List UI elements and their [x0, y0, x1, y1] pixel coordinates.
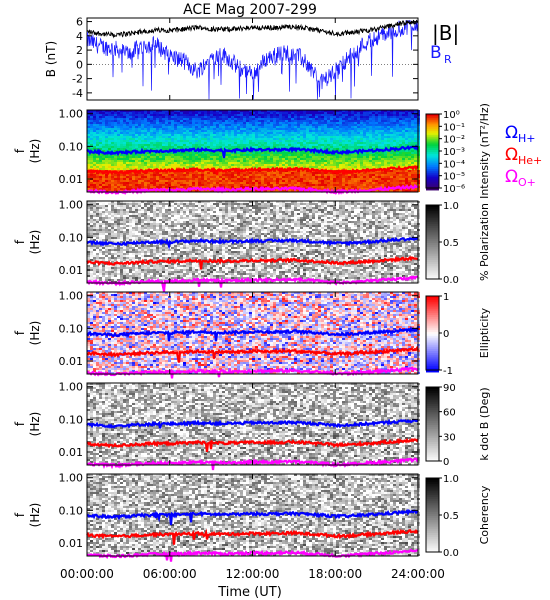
colorbar-label: Intensity (nT²/Hz) [478, 103, 491, 199]
y-tick-label: 0.10 [59, 322, 84, 335]
y-tick-label: 1.00 [59, 472, 84, 485]
chart-title: ACE Mag 2007-299 [183, 2, 317, 18]
colorbar [426, 387, 439, 464]
colorbar-tick-label: 1.0 [443, 474, 459, 485]
y-axis-label: f [13, 148, 27, 153]
cyclotron-he-line [86, 345, 419, 363]
colorbar [426, 478, 439, 555]
y-axis-label: (Hz) [28, 230, 42, 255]
cyclotron-he-line [86, 437, 419, 453]
cyclotron-h-line [86, 326, 419, 342]
y-tick-label: 6 [76, 16, 83, 29]
y-axis-label: (Hz) [28, 321, 42, 346]
colorbar-tick-label: 10⁻² [443, 135, 465, 146]
colorbar-tick-label: 1 [443, 292, 449, 303]
x-tick-label: 00:00:00 [60, 567, 114, 581]
cyclotron-h-line [86, 236, 419, 251]
panel-b-frame [86, 17, 419, 101]
legend-b-radial: B [430, 43, 442, 63]
legend-b-total: |B| [432, 21, 459, 45]
y-tick-label: 2 [76, 44, 83, 57]
cyclotron-legend-sub: O+ [518, 176, 536, 189]
cyclotron-h-line [86, 508, 419, 526]
y-tick-label: 1.00 [59, 290, 84, 303]
b-total-series-line [87, 19, 418, 39]
y-tick-label: -4 [72, 87, 83, 100]
x-tick-label: 18:00:00 [308, 567, 362, 581]
cyclotron-he-line [86, 528, 419, 545]
colorbar-tick-label: 10⁻⁴ [443, 159, 465, 170]
y-tick-label: 0.01 [59, 446, 84, 459]
y-tick-label: 1.00 [59, 381, 84, 394]
colorbar-tick-label: 90 [443, 383, 456, 394]
cyclotron-h-line [86, 144, 419, 159]
y-tick-label: 1.00 [59, 199, 84, 212]
colorbar-tick-label: 0 [443, 457, 449, 468]
colorbar [426, 296, 439, 373]
y-tick-label: 0.10 [59, 140, 84, 153]
x-tick-label: 06:00:00 [143, 567, 197, 581]
cyclotron-legend-symbol: Ω [505, 145, 518, 165]
cyclotron-legend-sub: He+ [518, 154, 542, 167]
spectrogram-cells [87, 201, 420, 283]
y-tick-label: 0.01 [59, 264, 84, 277]
colorbar-tick-label: 10⁰ [443, 110, 460, 121]
colorbar [426, 205, 439, 282]
colorbar [426, 114, 439, 191]
y-axis-label: f [13, 239, 27, 244]
y-tick-label: 0.10 [59, 231, 84, 244]
y-tick-label: 0.01 [59, 537, 84, 550]
colorbar-label: Ellipticity [478, 307, 491, 358]
colorbar-tick-label: -1 [443, 366, 453, 377]
colorbar-label: % Polarization [478, 203, 491, 281]
y-tick-label: 0 [76, 58, 83, 71]
colorbar-tick-label: 10⁻⁵ [443, 172, 465, 183]
colorbar-label: k dot B (Deg) [478, 387, 491, 460]
x-axis-label: Time (UT) [217, 585, 282, 600]
y-axis-label: f [13, 512, 27, 517]
panel-b-lines [87, 19, 418, 100]
colorbar-tick-label: 0.5 [443, 238, 459, 249]
cyclotron-legend-symbol: Ω [505, 167, 518, 187]
colorbar-tick-label: 0.0 [443, 548, 459, 559]
colorbar-label: Coherency [478, 485, 491, 544]
legend-b-radial-sub: R [444, 53, 452, 66]
x-tick-label: 24:00:00 [391, 567, 445, 581]
colorbar-tick-label: 30 [443, 432, 456, 443]
cyclotron-he-line [86, 255, 419, 270]
x-tick-label: 12:00:00 [226, 567, 280, 581]
colorbar-frame [425, 386, 440, 462]
y-tick-label: 0.01 [59, 355, 84, 368]
y-axis-label: (Hz) [28, 139, 42, 164]
y-tick-label: 0.01 [59, 173, 84, 186]
colorbar-tick-label: 60 [443, 408, 456, 419]
y-axis-label: f [13, 330, 27, 335]
y-axis-label: B (nT) [44, 41, 58, 77]
y-tick-label: 0.10 [59, 413, 84, 426]
colorbar-tick-label: 0.5 [443, 511, 459, 522]
cyclotron-he-line [86, 165, 418, 176]
cyclotron-h-line [86, 418, 419, 429]
colorbar-tick-label: 1.0 [443, 201, 459, 212]
cyclotron-legend-sub: H+ [518, 132, 536, 145]
y-tick-label: 0.10 [59, 504, 84, 517]
y-tick-label: -2 [72, 73, 83, 86]
colorbar-tick-label: 0 [443, 329, 449, 340]
br-series-line [87, 19, 418, 100]
colorbar-tick-label: 10⁻¹ [443, 122, 465, 133]
y-axis-label: (Hz) [28, 412, 42, 437]
colorbar-tick-label: 10⁻⁶ [443, 184, 465, 195]
spectrogram-cells [87, 383, 420, 465]
y-axis-label: (Hz) [28, 503, 42, 528]
y-tick-label: 1.00 [59, 108, 84, 121]
colorbar-tick-label: 0.0 [443, 275, 459, 286]
cyclotron-legend-symbol: Ω [505, 123, 518, 143]
y-axis-label: f [13, 421, 27, 426]
y-tick-label: 4 [76, 30, 83, 43]
colorbar-tick-label: 10⁻³ [443, 147, 465, 158]
